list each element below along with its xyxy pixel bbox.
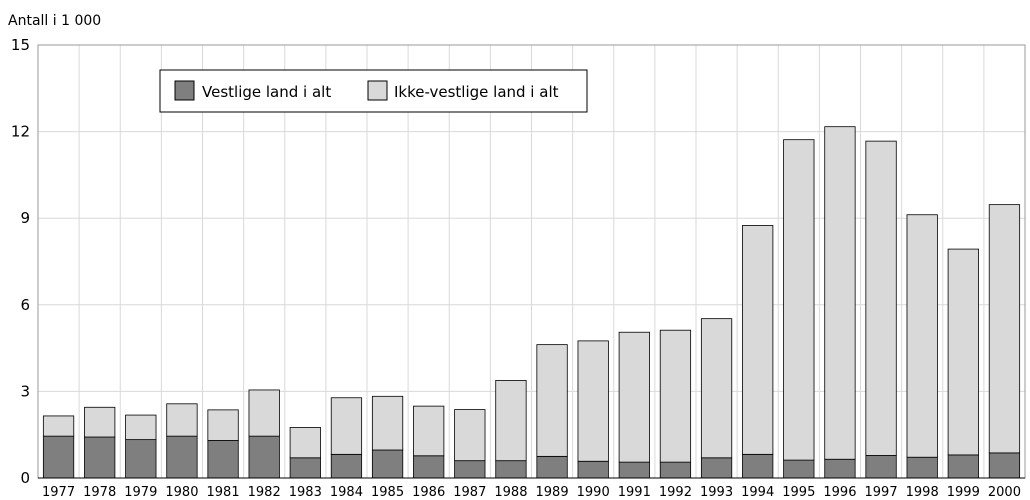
bar-ikke-vestlige-1979: [125, 414, 157, 441]
bar-ikke-vestlige-1991: [618, 331, 650, 463]
bar-vestlige-1986: [413, 455, 445, 479]
y-tick-label-15: 15: [11, 36, 30, 54]
bar-ikke-vestlige-1978: [84, 406, 116, 438]
bar-vestlige-2000: [988, 452, 1021, 479]
bar-ikke-vestlige-1986: [413, 405, 445, 457]
x-tick-label-1998: 1998: [906, 485, 939, 500]
bar-vestlige-1993: [700, 457, 733, 479]
x-tick-label-1987: 1987: [453, 485, 486, 500]
legend-label-vestlige: Vestlige land i alt: [202, 83, 331, 101]
legend-swatch-vestlige: [174, 80, 195, 101]
x-tick-label-1990: 1990: [577, 485, 610, 500]
bar-ikke-vestlige-1984: [330, 397, 363, 455]
bar-vestlige-1998: [906, 456, 938, 479]
grid: [38, 44, 1025, 478]
bar-ikke-vestlige-1981: [207, 409, 239, 441]
bar-ikke-vestlige-1983: [289, 427, 321, 459]
x-tick-label-1978: 1978: [83, 485, 116, 500]
bar-vestlige-1990: [577, 460, 609, 479]
bar-vestlige-1979: [125, 439, 157, 479]
bar-vestlige-1992: [659, 461, 692, 479]
y-tick-label-3: 3: [20, 382, 30, 400]
bar-ikke-vestlige-1989: [536, 344, 568, 457]
bar-ikke-vestlige-1982: [248, 389, 280, 437]
bar-vestlige-1984: [330, 453, 363, 479]
bar-ikke-vestlige-1977: [42, 415, 75, 437]
bar-ikke-vestlige-1999: [947, 248, 979, 456]
x-tick-label-1984: 1984: [330, 485, 363, 500]
x-tick-label-1999: 1999: [947, 485, 980, 500]
x-tick-label-2000: 2000: [988, 485, 1021, 500]
x-tick-label-1994: 1994: [741, 485, 774, 500]
y-axis-label: Antall i 1 000: [8, 13, 101, 29]
y-tick-label-9: 9: [20, 209, 30, 227]
bar-ikke-vestlige-1998: [906, 214, 938, 458]
bar-vestlige-1982: [248, 435, 280, 479]
x-tick-label-1988: 1988: [494, 485, 527, 500]
x-tick-label-1986: 1986: [412, 485, 445, 500]
bars: [42, 126, 1021, 479]
bar-vestlige-1978: [84, 436, 116, 479]
bar-ikke-vestlige-2000: [988, 204, 1021, 454]
bar-vestlige-1983: [289, 457, 321, 479]
y-tick-label-12: 12: [11, 123, 30, 141]
x-tick-label-1992: 1992: [659, 485, 692, 500]
bar-ikke-vestlige-1980: [166, 403, 198, 437]
x-tick-label-1983: 1983: [289, 485, 322, 500]
x-tick-label-1991: 1991: [618, 485, 651, 500]
bar-vestlige-1987: [454, 460, 486, 479]
bar-ikke-vestlige-1996: [824, 126, 856, 460]
bar-vestlige-1991: [618, 461, 650, 479]
x-tick-label-1995: 1995: [782, 485, 815, 500]
legend: Vestlige land i alt Ikke-vestlige land i…: [159, 69, 588, 113]
y-tick-label-0: 0: [20, 469, 30, 487]
x-tick-label-1996: 1996: [823, 485, 856, 500]
x-tick-label-1979: 1979: [124, 485, 157, 500]
bar-ikke-vestlige-1988: [495, 380, 527, 462]
x-tick-label-1981: 1981: [207, 485, 240, 500]
legend-label-ikke-vestlige: Ikke-vestlige land i alt: [394, 83, 559, 101]
bar-ikke-vestlige-1997: [865, 140, 897, 456]
bar-ikke-vestlige-1990: [577, 340, 609, 462]
bar-vestlige-1981: [207, 440, 239, 479]
bar-vestlige-1989: [536, 455, 568, 479]
x-tick-label-1989: 1989: [536, 485, 569, 500]
x-tick-label-1985: 1985: [371, 485, 404, 500]
bar-vestlige-1977: [42, 435, 75, 479]
x-tick-label-1980: 1980: [165, 485, 198, 500]
x-tick-label-1977: 1977: [42, 485, 75, 500]
bar-ikke-vestlige-1992: [659, 329, 692, 463]
bar-vestlige-1999: [947, 454, 979, 479]
bar-ikke-vestlige-1993: [700, 318, 733, 459]
x-tick-label-1982: 1982: [248, 485, 281, 500]
bar-vestlige-1980: [166, 435, 198, 479]
bar-vestlige-1996: [824, 458, 856, 479]
x-tick-label-1997: 1997: [865, 485, 898, 500]
bar-vestlige-1994: [742, 453, 774, 479]
axes: [37, 44, 1026, 479]
bar-vestlige-1997: [865, 455, 897, 479]
bar-ikke-vestlige-1985: [371, 395, 404, 451]
bar-vestlige-1988: [495, 460, 527, 479]
bar-vestlige-1995: [783, 459, 815, 479]
tick-labels: 0 3 6 9 12 15 1977 1978 1979 1980 1981 1982 1983 1984…: [11, 36, 1021, 500]
bar-ikke-vestlige-1994: [742, 225, 774, 455]
bar-vestlige-1985: [371, 449, 404, 479]
x-tick-label-1993: 1993: [700, 485, 733, 500]
bar-ikke-vestlige-1987: [454, 409, 486, 462]
y-tick-label-6: 6: [20, 296, 30, 314]
legend-swatch-ikke-vestlige: [367, 80, 388, 101]
bar-ikke-vestlige-1995: [783, 139, 815, 461]
